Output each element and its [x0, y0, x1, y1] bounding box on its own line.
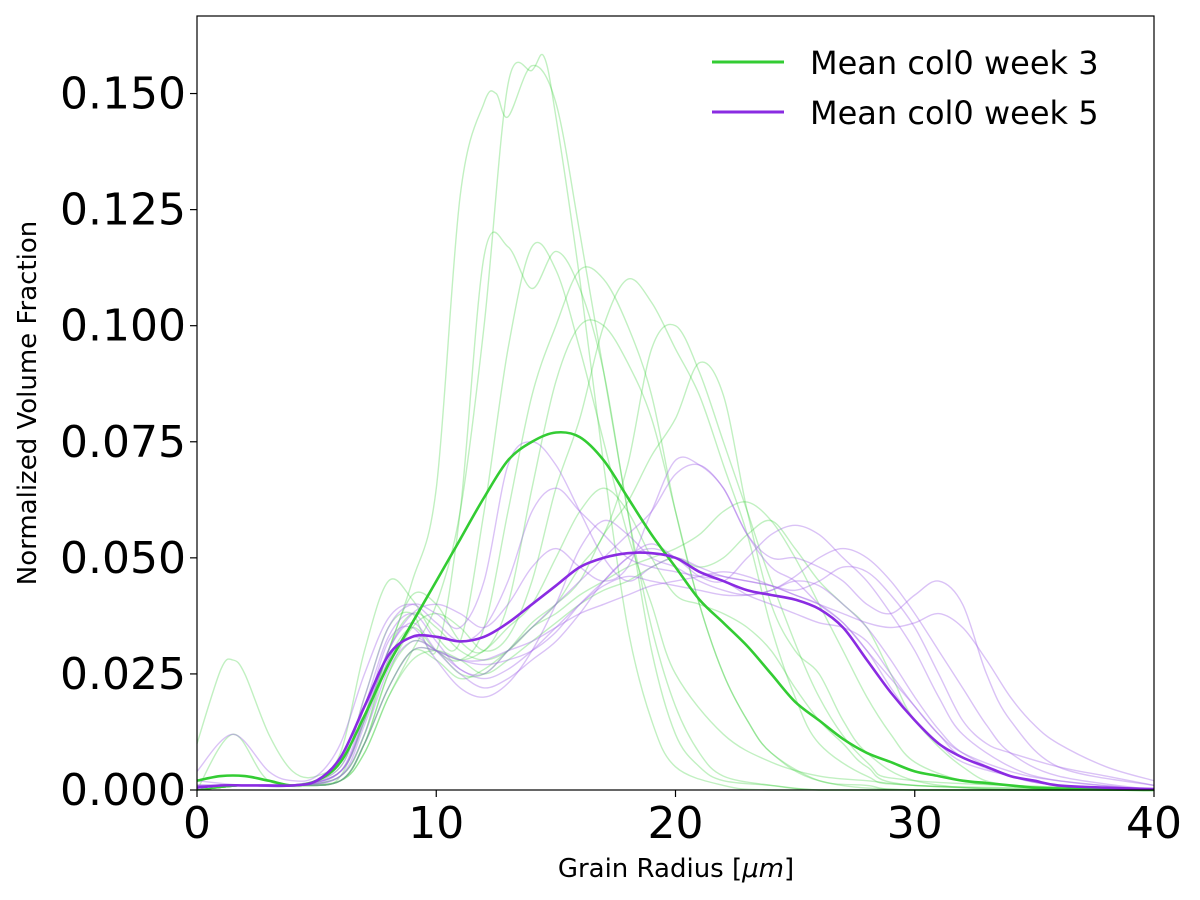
week5-sample-curve-3 — [197, 463, 1155, 788]
x-axis-label: Grain Radius [μm] — [558, 854, 794, 884]
legend-label-week3: Mean col0 week 3 — [810, 44, 1099, 82]
mean-week5-line — [196, 551, 1155, 791]
y-axis: 0.000 0.025 0.050 0.075 0.100 0.125 0.150 — [60, 69, 197, 816]
x-tick-label: 0 — [183, 798, 211, 849]
week3-sample-curve-4 — [196, 231, 1154, 791]
week3-sample-curve-9 — [196, 501, 1155, 791]
mean-curves — [196, 430, 1155, 792]
y-tick-label: 0.150 — [60, 69, 186, 120]
week3-sample-curve-3 — [196, 53, 1154, 791]
week5-individual-curves — [196, 441, 1155, 791]
x-tick-label: 30 — [887, 798, 943, 849]
week5-sample-curve-8 — [197, 547, 1155, 791]
week3-sample-curve-12 — [196, 319, 1154, 791]
week3-sample-curve-5 — [196, 266, 1154, 791]
legend: Mean col0 week 3 Mean col0 week 5 — [712, 44, 1099, 132]
y-tick-label: 0.025 — [60, 649, 186, 700]
mean-week3-line — [196, 430, 1155, 792]
y-axis-label: Normalized Volume Fraction — [13, 221, 43, 585]
week3-sample-curve-2 — [196, 64, 1154, 791]
week5-sample-curve-7 — [197, 456, 1155, 791]
x-axis: 0 10 20 30 40 — [183, 790, 1182, 849]
x-tick-label: 10 — [408, 798, 464, 849]
y-tick-label: 0.050 — [60, 533, 186, 584]
x-tick-label: 40 — [1126, 798, 1182, 849]
week3-sample-curve-8 — [196, 361, 1154, 791]
y-tick-label: 0.000 — [60, 765, 186, 816]
week3-sample-curve-1 — [196, 241, 1154, 791]
week3-sample-curve-10 — [196, 519, 1155, 791]
week5-sample-curve-4 — [197, 524, 1155, 791]
week3-sample-curve-6 — [196, 278, 1155, 791]
week5-sample-curve-9 — [196, 571, 1155, 787]
legend-label-week5: Mean col0 week 5 — [810, 94, 1099, 132]
x-tick-label: 20 — [648, 798, 704, 849]
y-tick-label: 0.125 — [60, 185, 186, 236]
y-tick-label: 0.075 — [60, 417, 186, 468]
week5-sample-curve-1 — [196, 487, 1155, 791]
week5-sample-curve-6 — [197, 519, 1155, 791]
y-tick-label: 0.100 — [60, 301, 186, 352]
